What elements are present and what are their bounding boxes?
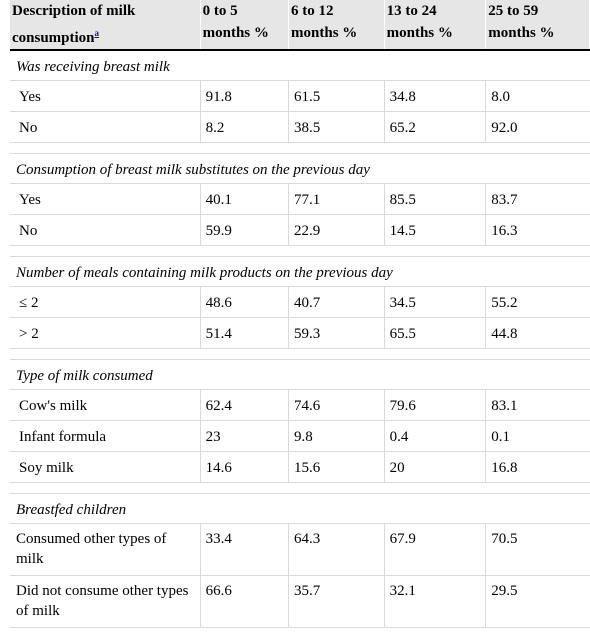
table-row: No 59.9 22.9 14.5 16.3 [10,214,590,246]
row-label: > 2 [10,317,201,349]
table-row: Consumed other types of milk 33.4 64.3 6… [10,523,590,576]
cell-value: 59.3 [288,317,385,349]
cell-value: 16.3 [485,214,590,246]
section-spacer [10,348,590,360]
cell-value: 32.1 [384,575,487,628]
row-label: ≤ 2 [10,286,201,318]
cell-value: 14.6 [200,451,290,483]
header-description: Description of milk consumptiona [10,0,201,51]
cell-value: 14.5 [384,214,487,246]
row-label: Infant formula [10,420,201,452]
cell-value: 48.6 [200,286,290,318]
cell-value: 62.4 [200,389,290,421]
row-label: Soy milk [10,451,201,483]
table-row: Did not consume other types of milk 66.6… [10,575,590,628]
section-header: Type of milk consumed [10,359,590,390]
cell-value: 65.5 [384,317,487,349]
cell-value: 67.9 [384,523,487,576]
section-title: Consumption of breast milk substitutes o… [10,153,590,184]
row-label: Yes [10,183,201,215]
table-row: > 2 51.4 59.3 65.5 44.8 [10,317,590,349]
section-header: Was receiving breast milk [10,50,590,81]
header-0-5-months: 0 to 5 months % [200,0,290,51]
cell-value: 33.4 [200,523,290,576]
section-spacer [10,482,590,494]
cell-value: 83.7 [485,183,590,215]
cell-value: 40.1 [200,183,290,215]
spacer-cell [10,142,590,154]
row-label: Consumed other types of milk [10,523,201,576]
cell-value: 61.5 [288,80,385,112]
header-6-12-months: 6 to 12 months % [288,0,385,51]
cell-value: 8.0 [485,80,590,112]
spacer-cell [10,482,590,494]
spacer-cell [10,245,590,257]
footnote-link[interactable]: a [94,28,100,38]
cell-value: 79.6 [384,389,487,421]
cell-value: 59.9 [200,214,290,246]
cell-value: 66.6 [200,575,290,628]
cell-value: 0.4 [384,420,487,452]
cell-value: 65.2 [384,111,487,143]
cell-value: 16.8 [485,451,590,483]
cell-value: 74.6 [288,389,385,421]
row-label: No [10,214,201,246]
section-title: Was receiving breast milk [10,50,590,81]
cell-value: 9.8 [288,420,385,452]
cell-value: 70.5 [485,523,590,576]
row-label: Cow's milk [10,389,201,421]
cell-value: 15.6 [288,451,385,483]
header-row: Description of milk consumptiona 0 to 5 … [10,0,590,51]
table-row: Infant formula 23 9.8 0.4 0.1 [10,420,590,452]
section-spacer [10,245,590,257]
header-13-24-months: 13 to 24 months % [384,0,487,51]
section-header: Breastfed children [10,493,590,524]
section-spacer [10,142,590,154]
cell-value: 83.1 [485,389,590,421]
cell-value: 51.4 [200,317,290,349]
cell-value: 40.7 [288,286,385,318]
row-label: Yes [10,80,201,112]
row-label: Did not consume other types of milk [10,575,201,628]
section-title: Type of milk consumed [10,359,590,390]
cell-value: 55.2 [485,286,590,318]
milk-consumption-table: Description of milk consumptiona 0 to 5 … [10,0,590,628]
header-description-text: Description of milk consumption [12,3,136,46]
cell-value: 0.1 [485,420,590,452]
cell-value: 91.8 [200,80,290,112]
table-row: Yes 91.8 61.5 34.8 8.0 [10,80,590,112]
cell-value: 22.9 [288,214,385,246]
section-title: Breastfed children [10,493,590,524]
table-row: Yes 40.1 77.1 85.5 83.7 [10,183,590,215]
section-title: Number of meals containing milk products… [10,256,590,287]
cell-value: 77.1 [288,183,385,215]
cell-value: 23 [200,420,290,452]
cell-value: 34.5 [384,286,487,318]
table-row: ≤ 2 48.6 40.7 34.5 55.2 [10,286,590,318]
header-25-59-months: 25 to 59 months % [485,0,590,51]
section-header: Consumption of breast milk substitutes o… [10,153,590,184]
table-row: Cow's milk 62.4 74.6 79.6 83.1 [10,389,590,421]
cell-value: 35.7 [288,575,385,628]
table-row: Soy milk 14.6 15.6 20 16.8 [10,451,590,483]
cell-value: 29.5 [485,575,590,628]
cell-value: 34.8 [384,80,487,112]
section-header: Number of meals containing milk products… [10,256,590,287]
cell-value: 38.5 [288,111,385,143]
cell-value: 92.0 [485,111,590,143]
cell-value: 85.5 [384,183,487,215]
cell-value: 44.8 [485,317,590,349]
row-label: No [10,111,201,143]
cell-value: 64.3 [288,523,385,576]
spacer-cell [10,348,590,360]
table-row: No 8.2 38.5 65.2 92.0 [10,111,590,143]
cell-value: 20 [384,451,487,483]
cell-value: 8.2 [200,111,290,143]
